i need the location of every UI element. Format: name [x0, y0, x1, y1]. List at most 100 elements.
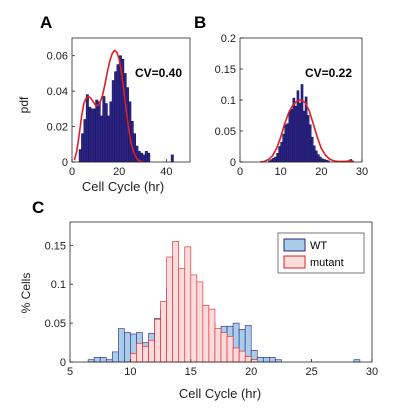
panel-b-y-tick-label: 0: [230, 157, 236, 169]
panel-c-bar-wt: [269, 357, 276, 363]
panel-b-bar: [294, 105, 298, 163]
panel-b-x-tick-label: 0: [237, 166, 243, 178]
panel-b-bar: [284, 124, 288, 163]
panel-a: A 0 20 40 0 0.02 0.04 0.06 CV=0.40 Cell Cycle …: [17, 13, 191, 194]
panel-b-x-tick-label: 30: [356, 166, 368, 178]
legend-swatch-mutant: [283, 255, 306, 269]
panel-a-bar: [116, 64, 120, 163]
panel-b-bar: [282, 133, 286, 163]
panel-a-axes: 0 20 40 0 0.02 0.04 0.06: [47, 37, 191, 178]
panel-b-bar: [314, 150, 318, 163]
panel-b-y-tick-label: 0.1: [221, 95, 236, 107]
panel-b-x-tick-label: 20: [315, 166, 327, 178]
panel-a-bar: [95, 99, 99, 163]
panel-c-bar-mutant: [154, 318, 161, 363]
panel-a-bar: [88, 106, 92, 163]
panel-b-bar: [316, 154, 320, 163]
legend-label-wt: WT: [310, 240, 327, 252]
panel-b-x-tick-label: 10: [275, 166, 287, 178]
panel-a-bar: [81, 133, 85, 163]
panel-c-x-tick-label: 20: [245, 366, 257, 378]
panel-b-axes: 0 10 20 30 0 0.05 0.1 0.15 0.2: [215, 33, 369, 178]
panel-a-y-axis-label: pdf: [17, 96, 31, 113]
panel-b-bar: [288, 110, 292, 163]
panel-a-y-tick-label: 0.06: [47, 51, 68, 63]
panel-a-bar: [92, 108, 96, 163]
panel-c-y-axis-label: % Cells: [19, 273, 33, 314]
panel-c-x-tick-label: 15: [185, 366, 197, 378]
panel-a-x-tick-label: 0: [69, 166, 75, 178]
panel-c-axes: 5 10 15 20 25 30 0 0.05 0.1 0.15: [45, 221, 378, 378]
panel-c-bar-mutant: [148, 339, 155, 363]
panel-b-y-tick-label: 0.05: [215, 126, 236, 138]
panel-c-bar-mutant: [178, 268, 186, 363]
panel-c-bar-mutant: [142, 346, 149, 363]
panel-c-bar-mutant: [232, 347, 240, 363]
panel-c-y-tick-label: 0.1: [51, 279, 66, 291]
panel-a-bar: [100, 115, 103, 163]
panel-a-bar: [144, 151, 148, 163]
panel-c-legend: WT mutant: [277, 232, 365, 274]
panel-c-bar-mutant: [184, 246, 192, 363]
panel-a-y-tick-label: 0.02: [47, 122, 68, 134]
panel-c-label: C: [32, 198, 44, 217]
panel-c-bar-mutant: [214, 328, 222, 363]
panel-b-cv-annotation: CV=0.22: [305, 66, 352, 80]
panel-a-fit-curve: [73, 49, 144, 163]
panel-a-bar: [104, 103, 108, 163]
panel-c-x-tick-label: 25: [305, 366, 317, 378]
panel-c-axes-box: [69, 221, 373, 363]
panel-a-bar: [109, 101, 113, 163]
panel-b-bar: [290, 109, 294, 163]
panel-c-y-tick-label: 0.15: [45, 240, 66, 252]
panel-a-bar: [147, 152, 151, 163]
panel-a-bar: [83, 119, 87, 163]
panel-c-bar-mutant: [244, 356, 252, 363]
panel-c-bar-mutant: [202, 304, 210, 363]
panel-c-y-tick-label: 0.05: [45, 318, 66, 330]
panel-b-bar: [274, 156, 277, 163]
panel-c-bar-mutant: [190, 274, 198, 363]
panel-a-y-tick-label: 0: [62, 157, 68, 169]
panel-a-bar: [123, 73, 127, 163]
panel-a-bar: [97, 101, 101, 163]
panel-c-bar-mutant: [172, 241, 180, 363]
panel-c-bar-mutant: [160, 301, 167, 363]
panel-c-bar-wt: [93, 357, 101, 363]
panel-c-bar-mutant: [238, 350, 246, 363]
panel-c-bar-mutant: [220, 332, 228, 363]
panel-c-bar-mutant: [130, 353, 137, 363]
panel-b-bar: [312, 145, 316, 163]
panel-b-bar: [298, 102, 302, 163]
panel-c-x-axis-label: Cell Cycle (hr): [179, 386, 261, 401]
panel-c-histograms: [87, 241, 361, 363]
panel-a-bar: [102, 96, 106, 163]
panel-c-bar-wt: [99, 357, 107, 363]
panel-a-cv-annotation: CV=0.40: [135, 66, 182, 80]
panel-a-bar: [85, 94, 89, 163]
panel-b-bar: [286, 123, 290, 163]
legend-label-mutant: mutant: [310, 257, 344, 269]
panel-b-bar: [308, 124, 312, 163]
panel-c-bar-mutant: [136, 343, 143, 363]
panel-a-x-tick-label: 20: [113, 166, 125, 178]
panel-a-bar: [133, 133, 137, 163]
panel-a-bar: [78, 149, 82, 163]
legend-swatch-wt: [283, 238, 306, 252]
panel-b-bar: [302, 110, 306, 163]
panel-b: B 0 10 20 30 0 0.05 0.1 0.15 0.2 CV=0.22: [194, 13, 368, 178]
panel-b-bar: [272, 157, 275, 163]
panel-a-bar: [142, 154, 146, 163]
panel-a-bar: [170, 154, 174, 163]
panel-c-y-tick-label: 0: [60, 357, 66, 369]
panel-b-y-tick-label: 0.15: [215, 64, 236, 76]
panel-c-bar-mutant: [226, 336, 234, 363]
panel-a-label: A: [40, 13, 52, 32]
panel-c-bar-wt: [256, 357, 264, 363]
panel-b-label: B: [194, 13, 206, 32]
panel-c-x-tick-label: 10: [124, 366, 136, 378]
panel-c-bar-wt: [118, 328, 125, 363]
panel-c-bar-mutant: [196, 281, 204, 363]
panel-b-bar: [276, 153, 279, 163]
